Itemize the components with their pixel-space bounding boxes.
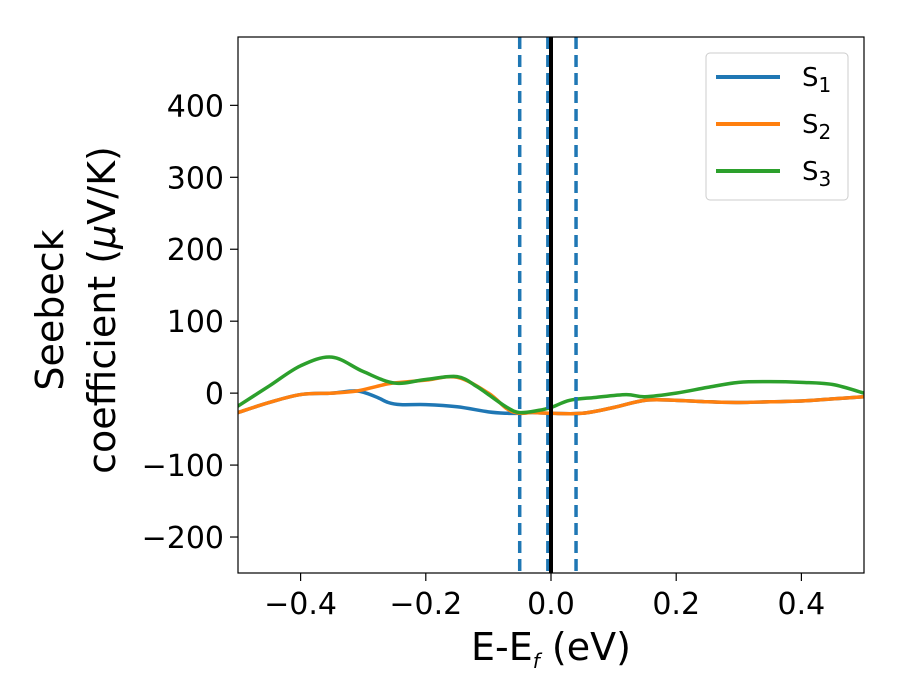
x-tick-label: 0.2 [652, 587, 700, 622]
legend-label-s2-main: S [802, 110, 819, 140]
legend-item-s2: S2 [716, 110, 831, 144]
x-tick-label: −0.2 [389, 587, 462, 622]
legend-item-s3: S3 [716, 157, 831, 191]
y-axis-title-mu: μ [80, 225, 124, 250]
series-line-s3 [238, 355, 864, 415]
legend-label-s1-main: S [802, 63, 819, 93]
vertical-lines [517, 37, 578, 573]
legend-label-s2-sub: 2 [819, 120, 832, 144]
y-tick-label: 0 [205, 377, 224, 412]
y-axis-title: Seebeck coefficient (μV/K) [28, 146, 124, 474]
y-axis-title-prefix: coefficient ( [80, 249, 124, 474]
series-lines [238, 355, 864, 416]
y-tick-label: −100 [142, 449, 224, 484]
legend-label-s3-sub: 3 [819, 167, 832, 191]
y-tick-label: 300 [167, 161, 224, 196]
x-axis-title: E-Ef (eV) [471, 625, 631, 673]
x-axis-title-main: E-E [471, 625, 533, 669]
y-tick-label: 200 [167, 233, 224, 268]
legend: S1 S2 S3 [705, 52, 849, 201]
legend-item-s1: S1 [716, 63, 831, 97]
y-tick-label: 400 [167, 89, 224, 124]
legend-box [705, 52, 849, 201]
x-axis-title-sub: f [533, 649, 543, 673]
legend-label-s1-sub: 1 [819, 73, 832, 97]
y-tick-label: 100 [167, 305, 224, 340]
y-axis-title-line1: Seebeck [28, 229, 72, 390]
legend-label-s2: S2 [802, 110, 831, 144]
legend-label-s1: S1 [802, 63, 831, 97]
legend-label-s3-main: S [802, 157, 819, 187]
y-tick-label: −200 [142, 521, 224, 556]
x-axis-title-unit: (eV) [540, 625, 631, 669]
x-axis: −0.4 −0.2 0.0 0.2 0.4 [264, 573, 825, 622]
y-axis-title-line2: coefficient (μV/K) [80, 146, 124, 474]
x-tick-label: 0.4 [778, 587, 826, 622]
x-tick-label: 0.0 [527, 587, 575, 622]
y-axis-title-suffix: V/K) [80, 146, 124, 225]
x-tick-label: −0.4 [264, 587, 337, 622]
legend-label-s3: S3 [802, 157, 831, 191]
y-axis: −200 −100 0 100 200 300 400 [142, 89, 238, 556]
